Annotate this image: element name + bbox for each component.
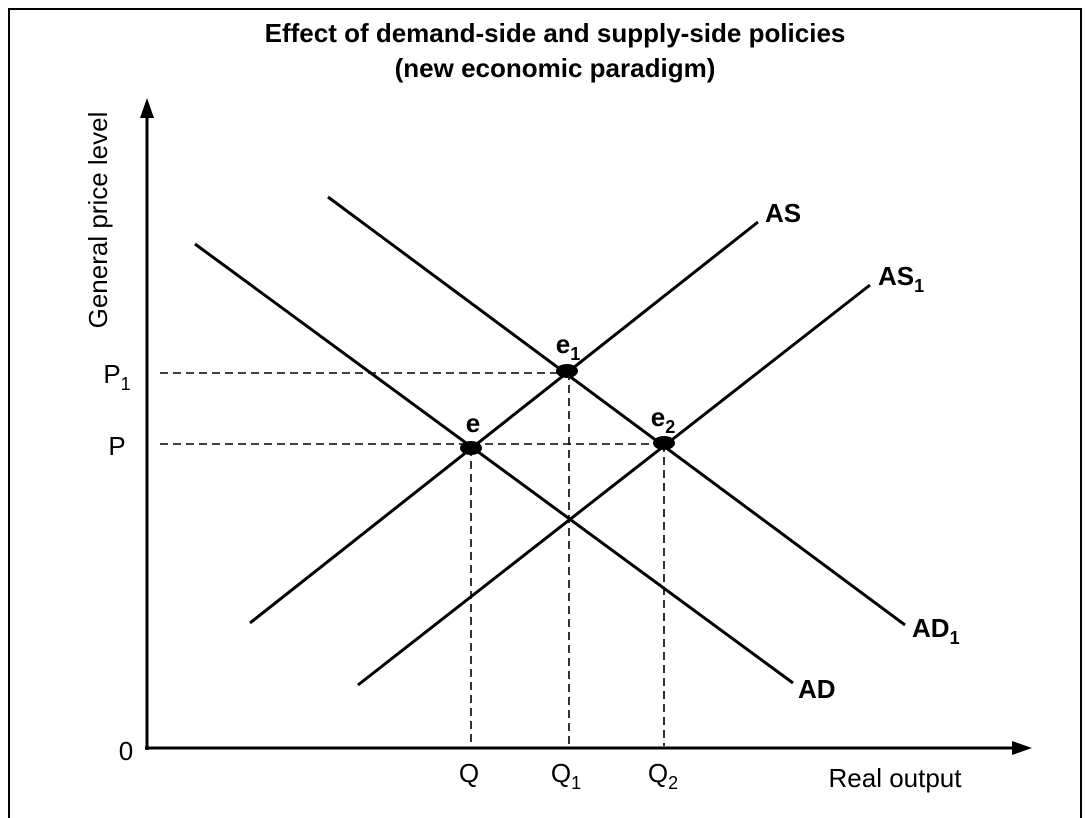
curve-label: AS1 (878, 261, 924, 296)
x-tick-label: Q2 (648, 758, 678, 793)
label-text: AD (912, 613, 950, 643)
curve-label: AS (765, 198, 801, 228)
label-text: Q (648, 758, 668, 788)
title-line: Effect of demand-side and supply-side po… (265, 18, 846, 48)
label-text: P (108, 431, 125, 461)
equilibrium-point (460, 441, 482, 455)
label-text: e (466, 408, 480, 438)
y-tick-label: P (108, 431, 125, 461)
label-text: P (103, 359, 120, 389)
label-text: e (556, 329, 570, 359)
x-tick-label: Q1 (551, 758, 581, 793)
curve-label: AD1 (912, 613, 960, 648)
arrow (140, 98, 154, 118)
x-axis-label: Real output (829, 763, 963, 793)
label-subscript: 1 (950, 628, 960, 648)
label-subscript: 1 (121, 374, 131, 394)
ad-curve (194, 242, 794, 685)
point-label: e1 (556, 329, 580, 364)
frame (8, 8, 1082, 818)
label-subscript: 1 (571, 773, 581, 793)
equilibrium-point (556, 364, 578, 378)
equilibrium-point (653, 436, 675, 450)
title-line: (new economic paradigm) (395, 53, 716, 83)
label-text: AS (765, 198, 801, 228)
label-text: AD (798, 674, 836, 704)
label-text: Q (459, 758, 479, 788)
as-curve (249, 220, 759, 625)
as1-curve (357, 283, 871, 687)
y-tick-label: P1 (103, 359, 130, 394)
label-subscript: 2 (668, 773, 678, 793)
label-text: e (651, 402, 665, 432)
curve-label: AD (798, 674, 836, 704)
arrow (1012, 741, 1032, 755)
label-text: Q (551, 758, 571, 788)
point-label: e (466, 408, 480, 438)
point-label: e2 (651, 402, 675, 437)
origin: 0 (119, 736, 133, 766)
ad1-curve (327, 195, 906, 627)
label-text: AS (878, 261, 914, 291)
label-subscript: 1 (570, 344, 580, 364)
label-subscript: 2 (665, 417, 675, 437)
y-axis-label: General price level (83, 112, 113, 329)
x-tick-label: Q (459, 758, 479, 788)
label-subscript: 1 (914, 276, 924, 296)
